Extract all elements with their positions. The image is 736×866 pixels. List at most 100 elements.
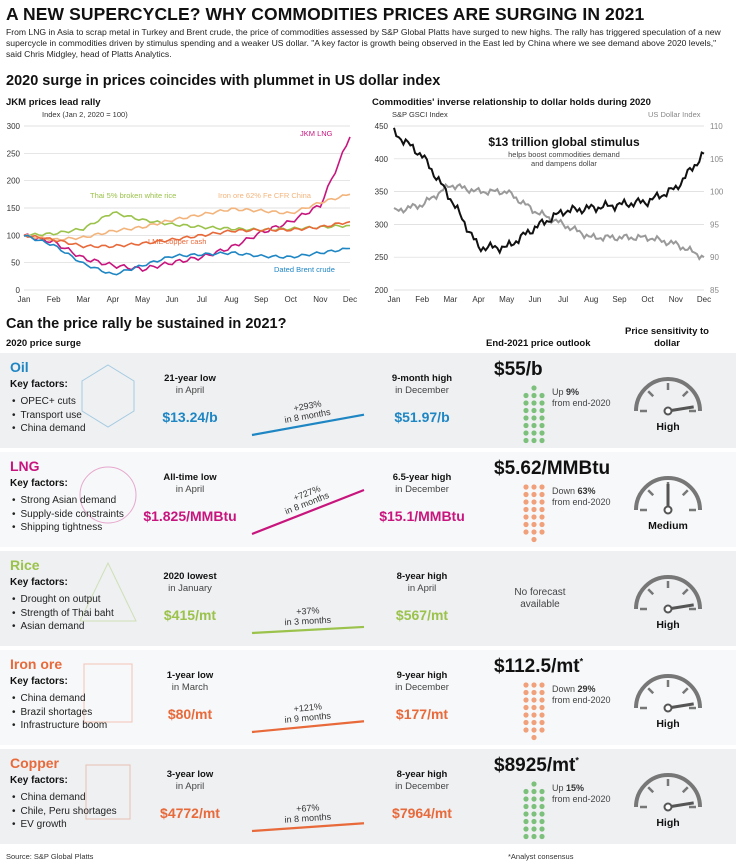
- key-factors-label: Key factors:: [10, 676, 68, 687]
- key-factor-item: China demand: [12, 692, 107, 706]
- low-label: 2020 lowest in January: [140, 571, 240, 595]
- x-tick-label: Jun: [528, 295, 541, 304]
- outlook-pct: 29%: [577, 684, 596, 694]
- col-sensitivity-header: Price sensitivity to dollar: [625, 326, 709, 349]
- y2-tick-label: 100: [710, 188, 724, 197]
- outlook-pct: 63%: [577, 486, 596, 496]
- outlook-dir: Down: [552, 684, 576, 694]
- outlook-change: Down 29% from end-2020: [552, 684, 622, 706]
- key-factors-list: OPEC+ cutsTransport useChina demand: [12, 395, 86, 436]
- low-label-text: All-time low: [163, 472, 217, 483]
- x-tick-label: Feb: [415, 295, 429, 304]
- key-factor-item: Infrastructure boom: [12, 719, 108, 733]
- section2-title: Can the price rally be sustained in 2021…: [6, 316, 287, 332]
- low-price: $4772/mt: [160, 805, 220, 821]
- low-label: 1-year low in March: [140, 670, 240, 694]
- y-tick-label: 250: [7, 149, 21, 158]
- y-tick-label: 100: [7, 231, 21, 240]
- outlook-dir: Up: [552, 783, 564, 793]
- y2-tick-label: 95: [710, 220, 719, 229]
- x-tick-label: Nov: [669, 295, 683, 304]
- series-label-0: JKM LNG: [300, 129, 333, 138]
- y-tick-label: 450: [375, 122, 389, 131]
- outlook-value: $8925/mt: [494, 755, 576, 776]
- key-factors-list: Strong Asian demandSupply-side constrain…: [12, 494, 124, 535]
- high-when: in December: [395, 385, 449, 396]
- series-line-2: [23, 193, 351, 242]
- low-label: 21-year low in April: [140, 373, 240, 397]
- low-label: All-time low in April: [140, 472, 240, 496]
- high-when: in December: [395, 682, 449, 693]
- y-tick-label: 200: [375, 286, 389, 295]
- key-factor-item: Asian demand: [12, 620, 114, 634]
- x-tick-label: Sep: [612, 295, 627, 304]
- x-tick-label: Sep: [254, 295, 269, 304]
- series-label-3: LME copper cash: [148, 237, 206, 246]
- x-tick-label: Feb: [47, 295, 61, 304]
- sensitivity-label: Medium: [648, 520, 688, 532]
- y2-tick-label: 90: [710, 253, 719, 262]
- high-label-text: 8-year high: [396, 769, 448, 780]
- commodity-row: Iron ore Key factors: China demandBrazil s…: [0, 650, 736, 745]
- high-label: 8-year high in April: [372, 571, 472, 595]
- outlook-tail: from end-2020: [552, 497, 611, 507]
- key-factors-list: China demandBrazil shortagesInfrastructu…: [12, 692, 108, 733]
- series-line-4: [23, 234, 351, 276]
- commodity-row: Oil Key factors: OPEC+ cutsTransport useCh…: [0, 353, 736, 448]
- x-tick-label: Oct: [641, 295, 654, 304]
- chart2-y2label: US Dollar Index: [648, 110, 701, 119]
- jkm-line-chart: 0 50 100 150 200 250 300 Jan Feb Mar Apr May Jun Jul A…: [7, 122, 357, 304]
- high-price: $177/mt: [395, 706, 449, 722]
- low-label-text: 2020 lowest: [163, 571, 217, 582]
- x-tick-label: Apr: [107, 295, 120, 304]
- change-pct: +67%: [296, 802, 320, 814]
- sensitivity-label: High: [656, 817, 680, 829]
- key-factor-item: Strength of Thai baht: [12, 607, 114, 621]
- y-tick-label: 0: [16, 286, 21, 295]
- outlook-dir: Down: [552, 486, 576, 496]
- outlook-tail: from end-2020: [552, 398, 611, 408]
- outlook-price: $112.5/mt*: [494, 656, 583, 678]
- sensitivity-label: High: [656, 619, 680, 631]
- x-tick-label: Oct: [285, 295, 298, 304]
- key-factors-label: Key factors:: [10, 577, 68, 588]
- source-note: Source: S&P Global Platts: [6, 852, 94, 861]
- outlook-tail: from end-2020: [552, 695, 611, 705]
- low-when: in January: [168, 583, 212, 594]
- high-label: 9-year high in December: [372, 670, 472, 694]
- key-factor-item: Drought on output: [12, 593, 114, 607]
- y-tick-label: 300: [375, 220, 389, 229]
- outlook-tail: from end-2020: [552, 794, 611, 804]
- change-line: +37%in 3 months: [251, 605, 365, 635]
- key-factor-item: OPEC+ cuts: [12, 395, 86, 409]
- key-factors-list: Drought on outputStrength of Thai bahtAs…: [12, 593, 114, 634]
- high-price: $15.1/MMBtu: [379, 508, 465, 524]
- up-arrow-icon: [523, 385, 545, 444]
- high-label-text: 9-year high: [396, 670, 448, 681]
- change-period: in 9 months: [284, 710, 332, 724]
- key-factors-list: China demandChile, Peru shortagesEV grow…: [12, 791, 117, 832]
- high-when: in December: [395, 781, 449, 792]
- no-forecast: No forecast available: [514, 587, 566, 610]
- commodity-name: LNG: [10, 458, 40, 474]
- x-tick-label: Jun: [166, 295, 179, 304]
- series-label-4: Dated Brent crude: [274, 265, 335, 274]
- outlook-change: Up 9% from end-2020: [552, 387, 622, 409]
- low-price: $415/mt: [163, 607, 217, 623]
- key-factor-item: China demand: [12, 791, 117, 805]
- series-line-1: [23, 211, 351, 238]
- key-factor-item: Supply-side constraints: [12, 508, 124, 522]
- x-tick-label: Jul: [197, 295, 207, 304]
- low-label-text: 1-year low: [166, 670, 214, 681]
- key-factor-item: Transport use: [12, 409, 86, 423]
- gsci-index-line: [393, 127, 705, 255]
- x-tick-label: Nov: [313, 295, 327, 304]
- high-price: $51.97/b: [394, 409, 450, 425]
- change-line: +121%in 9 months: [251, 701, 365, 734]
- sensitivity-gauge-icon: [634, 773, 702, 812]
- change-pct: +37%: [296, 605, 320, 616]
- key-factor-item: Chile, Peru shortages: [12, 805, 117, 819]
- change-pct: +293%: [293, 398, 323, 413]
- change-line: +293%in 8 months: [251, 398, 365, 437]
- gsci-dollar-chart: 200 250 300 350 400 450 85 90 95 100 105 110 Jan Feb M…: [375, 122, 724, 304]
